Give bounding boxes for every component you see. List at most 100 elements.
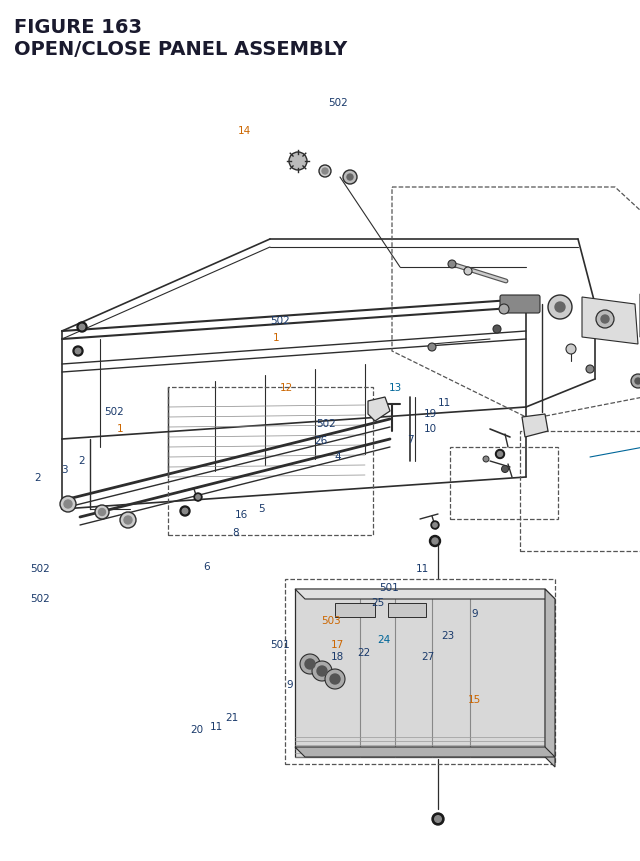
Circle shape bbox=[432, 538, 438, 544]
Circle shape bbox=[635, 379, 640, 385]
Bar bbox=[450, 448, 558, 519]
Circle shape bbox=[601, 316, 609, 324]
Bar bbox=[335, 604, 375, 617]
Text: 24: 24 bbox=[378, 634, 390, 644]
Circle shape bbox=[73, 347, 83, 356]
Text: 9: 9 bbox=[472, 608, 478, 618]
Text: 502: 502 bbox=[30, 563, 49, 573]
Text: 1: 1 bbox=[117, 424, 124, 434]
Circle shape bbox=[495, 450, 504, 459]
Circle shape bbox=[493, 325, 501, 333]
Bar bbox=[520, 431, 640, 551]
Circle shape bbox=[322, 169, 328, 175]
Text: 19: 19 bbox=[424, 408, 436, 418]
Circle shape bbox=[300, 654, 320, 674]
Text: 502: 502 bbox=[317, 418, 336, 429]
Text: OPEN/CLOSE PANEL ASSEMBLY: OPEN/CLOSE PANEL ASSEMBLY bbox=[14, 40, 348, 59]
Circle shape bbox=[124, 517, 132, 524]
Text: 13: 13 bbox=[389, 382, 402, 393]
Bar bbox=[285, 579, 555, 764]
Text: 11: 11 bbox=[438, 398, 451, 408]
Text: 14: 14 bbox=[238, 126, 251, 136]
Circle shape bbox=[596, 311, 614, 329]
Polygon shape bbox=[545, 589, 555, 767]
Circle shape bbox=[555, 303, 565, 313]
Circle shape bbox=[60, 497, 76, 512]
Circle shape bbox=[79, 325, 84, 331]
Polygon shape bbox=[295, 589, 555, 599]
Circle shape bbox=[343, 170, 357, 185]
Text: 6: 6 bbox=[203, 561, 209, 572]
Text: 25: 25 bbox=[371, 598, 384, 608]
Text: 10: 10 bbox=[424, 424, 436, 434]
Text: 27: 27 bbox=[421, 651, 434, 661]
Circle shape bbox=[312, 661, 332, 681]
Text: 12: 12 bbox=[280, 382, 293, 393]
Circle shape bbox=[428, 344, 436, 351]
Circle shape bbox=[497, 452, 502, 457]
Circle shape bbox=[77, 323, 87, 332]
Text: 22: 22 bbox=[357, 647, 370, 658]
Text: 16: 16 bbox=[236, 510, 248, 520]
Text: 502: 502 bbox=[30, 593, 49, 604]
Text: 503: 503 bbox=[322, 615, 341, 625]
Text: 9: 9 bbox=[286, 679, 292, 690]
Circle shape bbox=[502, 466, 509, 473]
Text: 1: 1 bbox=[273, 332, 280, 343]
Polygon shape bbox=[522, 414, 548, 437]
Text: 502: 502 bbox=[271, 315, 290, 325]
Polygon shape bbox=[295, 747, 555, 757]
Text: 501: 501 bbox=[271, 639, 290, 649]
Circle shape bbox=[464, 268, 472, 276]
Text: 17: 17 bbox=[332, 639, 344, 649]
Text: 2: 2 bbox=[34, 473, 40, 483]
Text: 20: 20 bbox=[191, 724, 204, 734]
Circle shape bbox=[99, 509, 106, 516]
Text: 7: 7 bbox=[408, 434, 414, 444]
Text: 3: 3 bbox=[61, 464, 67, 474]
Text: 26: 26 bbox=[315, 436, 328, 446]
Bar bbox=[388, 604, 426, 617]
Polygon shape bbox=[582, 298, 638, 344]
Circle shape bbox=[289, 152, 307, 170]
Circle shape bbox=[120, 512, 136, 529]
Circle shape bbox=[95, 505, 109, 519]
Text: 8: 8 bbox=[232, 527, 239, 537]
Circle shape bbox=[325, 669, 345, 689]
Circle shape bbox=[194, 493, 202, 501]
Circle shape bbox=[180, 506, 190, 517]
Text: 4: 4 bbox=[335, 451, 341, 461]
Circle shape bbox=[319, 166, 331, 177]
Circle shape bbox=[483, 456, 489, 462]
Text: 23: 23 bbox=[442, 630, 454, 641]
Bar bbox=[168, 387, 373, 536]
Circle shape bbox=[631, 375, 640, 388]
Circle shape bbox=[433, 523, 437, 528]
Text: 11: 11 bbox=[416, 563, 429, 573]
Text: 5: 5 bbox=[258, 503, 264, 513]
Text: FIGURE 163: FIGURE 163 bbox=[14, 18, 142, 37]
Circle shape bbox=[448, 261, 456, 269]
Text: 2: 2 bbox=[79, 455, 85, 466]
Circle shape bbox=[586, 366, 594, 374]
Circle shape bbox=[330, 674, 340, 684]
Circle shape bbox=[499, 305, 509, 314]
Circle shape bbox=[432, 813, 444, 825]
Circle shape bbox=[435, 815, 442, 822]
Text: 11: 11 bbox=[210, 721, 223, 731]
Circle shape bbox=[431, 522, 439, 530]
Circle shape bbox=[347, 175, 353, 181]
Text: 501: 501 bbox=[380, 582, 399, 592]
Text: 15: 15 bbox=[468, 694, 481, 704]
Circle shape bbox=[429, 536, 440, 547]
Circle shape bbox=[76, 349, 81, 355]
Circle shape bbox=[317, 666, 327, 676]
Circle shape bbox=[566, 344, 576, 355]
Circle shape bbox=[548, 295, 572, 319]
Polygon shape bbox=[295, 589, 545, 757]
Polygon shape bbox=[368, 398, 390, 422]
Text: 502: 502 bbox=[328, 98, 348, 108]
Text: 21: 21 bbox=[225, 712, 238, 722]
Text: 502: 502 bbox=[104, 406, 124, 417]
Circle shape bbox=[64, 500, 72, 508]
